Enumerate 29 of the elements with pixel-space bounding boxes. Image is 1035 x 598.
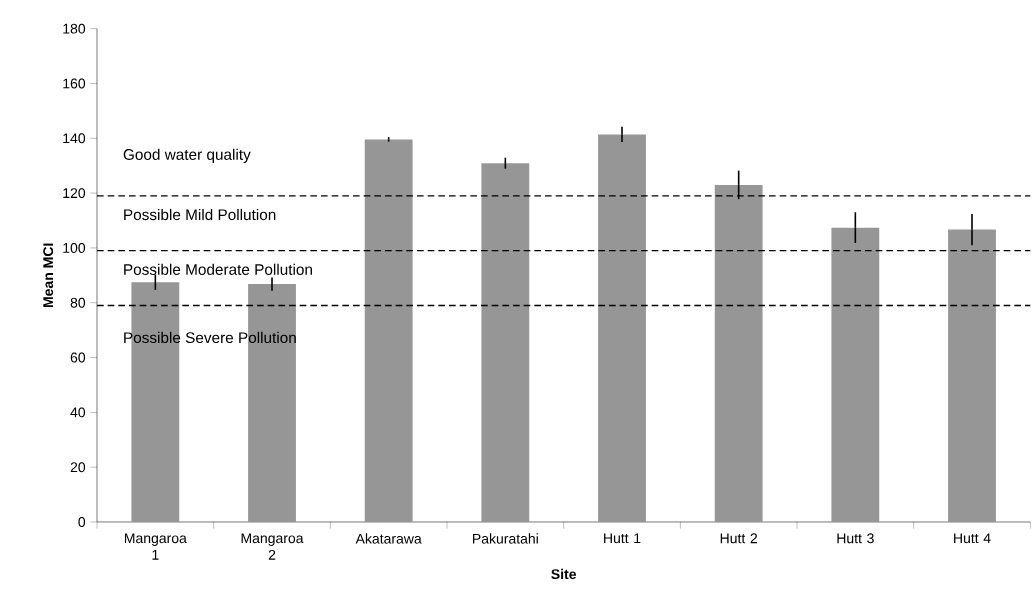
x-axis-title: Site — [551, 568, 577, 580]
annotation: Possible Moderate Pollution — [124, 263, 312, 275]
x-tick-label: Hutt 3 — [837, 533, 874, 544]
x-tick-label: Mangaroa 2 — [241, 533, 304, 560]
annotation: Possible Mild Pollution — [124, 208, 276, 221]
y-tick-label: 180 — [63, 23, 86, 34]
y-tick-label: 40 — [70, 407, 86, 418]
y-tick-label: 160 — [63, 78, 86, 89]
y-tick-label: 0 — [78, 517, 86, 527]
x-tick-label: Pakuratahi — [473, 533, 538, 544]
y-tick-label: 60 — [70, 352, 86, 363]
x-tick-label: Hutt 1 — [604, 533, 641, 544]
bar — [481, 163, 530, 522]
bar — [714, 184, 763, 522]
bar — [364, 139, 413, 522]
bar — [948, 229, 996, 522]
x-tick-label: Hutt 4 — [954, 533, 991, 544]
annotation: Good water quality — [123, 148, 251, 163]
y-tick-label: 20 — [70, 462, 86, 473]
bar — [598, 134, 646, 522]
bar — [831, 227, 880, 522]
x-tick-label: Akatarawa — [355, 533, 422, 544]
x-tick-label: Mangaroa 1 — [124, 533, 187, 560]
y-axis-title: Mean MCI — [43, 243, 54, 308]
y-tick-label: 100 — [63, 242, 86, 253]
y-tick-label: 120 — [63, 188, 86, 199]
y-tick-label: 80 — [70, 297, 86, 308]
x-tick-label: Hutt 2 — [720, 533, 758, 544]
y-tick-label: 140 — [63, 133, 86, 144]
